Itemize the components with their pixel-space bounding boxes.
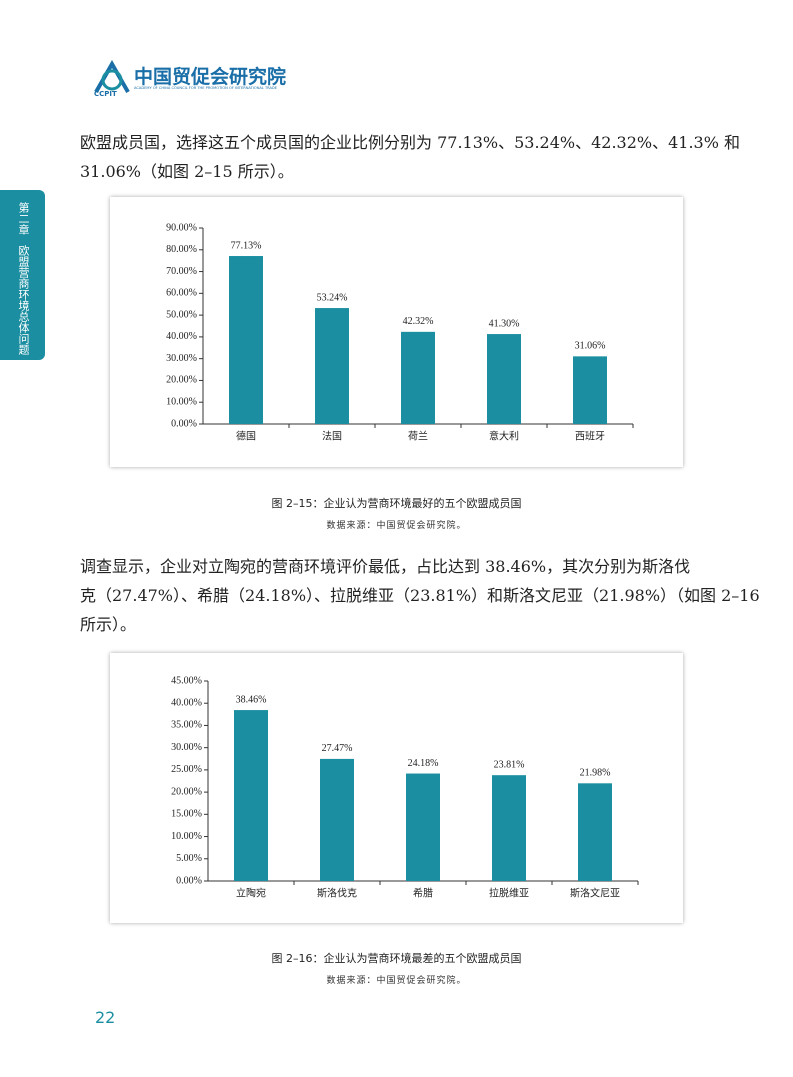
text-line: 所示）。 [80,615,137,634]
bar [229,256,263,424]
y-tick-label: 10.00% [166,397,197,408]
x-tick-label: 西班牙 [575,430,605,442]
y-tick-label: 5.00% [176,853,202,864]
value-label: 38.46% [236,694,267,705]
logo-subtitle: ACADEMY OF CHINA COUNCIL FOR THE PROMOTI… [134,86,278,90]
bar [320,758,354,881]
figure-caption: 图 2–15：企业认为营商环境最好的五个欧盟成员国 [271,497,522,510]
bar [234,710,268,881]
side-tab: 第二章 欧盟营商环境总体问题 [0,190,45,360]
bar [492,775,526,881]
figure-source: 数据来源：中国贸促会研究院。 [326,521,467,531]
y-tick-label: 15.00% [171,809,202,820]
y-tick-label: 50.00% [166,309,197,320]
bar [401,331,435,424]
value-label: 31.06% [575,341,606,352]
value-label: 77.13% [231,240,262,251]
y-tick-label: 30.00% [166,353,197,364]
figure-caption: 图 2–16：企业认为营商环境最差的五个欧盟成员国 [271,952,522,965]
paragraph: 欧盟成员国，选择这五个成员国的企业比例分别为 77.13%、53.24%、42.… [80,128,740,186]
y-tick-label: 80.00% [166,244,197,255]
value-label: 41.30% [489,318,520,329]
y-tick-label: 30.00% [171,742,202,753]
chart: 0.00% 5.00% 10.00% 15.00% 20.00% 25.00% 30.00%… [171,675,639,899]
y-tick-label: 25.00% [171,764,202,775]
value-label: 27.47% [322,743,353,754]
bar [406,773,440,881]
x-tick-label: 希腊 [413,886,433,899]
side-tab-title: 欧盟营商环境总体问题 [17,245,30,355]
value-label: 53.24% [317,292,348,303]
logo-icon [94,60,130,93]
value-label: 21.98% [580,768,611,779]
y-tick-label: 40.00% [166,331,197,342]
value-label: 24.18% [408,758,439,769]
y-tick-label: 10.00% [171,831,202,842]
page-number: 22 [95,1008,116,1027]
y-tick-label: 70.00% [166,266,197,277]
logo-title: 中国贸促会研究院 [134,66,287,88]
text-line: 克（27.47%）、希腊（24.18%）、拉脱维亚（23.81%）和斯洛文尼亚（… [80,586,760,605]
bar [573,356,607,424]
bar [578,783,612,881]
x-tick-label: 斯洛伐克 [317,886,357,899]
text-line: 调查显示，企业对立陶宛的营商环境评价最低，占比达到 38.46%，其次分别为斯洛… [80,557,691,576]
value-label: 23.81% [494,759,525,770]
chart: 0.00% 10.00% 20.00% 30.00% 40.00% 50.00% 60.00… [166,222,634,442]
x-tick-label: 斯洛文尼亚 [570,886,620,899]
x-tick-label: 立陶宛 [236,886,266,899]
x-tick-label: 拉脱维亚 [489,886,529,899]
paragraph: 调查显示，企业对立陶宛的营商环境评价最低，占比达到 38.46%，其次分别为斯洛… [80,552,760,639]
y-tick-label: 35.00% [171,720,202,731]
text-line: 欧盟成员国，选择这五个成员国的企业比例分别为 77.13%、53.24%、42.… [80,133,741,152]
side-tab-chapter: 第二章 [17,202,30,235]
bar [487,334,521,424]
y-tick-label: 0.00% [171,418,197,429]
y-tick-label: 90.00% [166,222,197,233]
chart-frame: 0.00% 10.00% 20.00% 30.00% 40.00% 50.00% 60.00… [110,197,683,467]
x-tick-label: 法国 [322,429,342,442]
y-tick-label: 40.00% [171,698,202,709]
figure-source: 数据来源：中国贸促会研究院。 [326,976,467,986]
bar [315,308,349,424]
x-tick-label: 意大利 [489,429,519,442]
value-label: 42.32% [403,316,434,327]
y-tick-label: 0.00% [176,875,202,886]
logo-mark: CCPIT [94,90,117,98]
y-tick-label: 60.00% [166,288,197,299]
y-tick-label: 45.00% [171,675,202,686]
text-line: 31.06%（如图 2–15 所示）。 [80,162,294,181]
x-tick-label: 荷兰 [408,429,428,442]
x-tick-label: 德国 [236,429,256,442]
y-tick-label: 20.00% [171,786,202,797]
chart-frame: 0.00% 5.00% 10.00% 15.00% 20.00% 25.00% 30.00%… [110,653,683,923]
y-tick-label: 20.00% [166,375,197,386]
